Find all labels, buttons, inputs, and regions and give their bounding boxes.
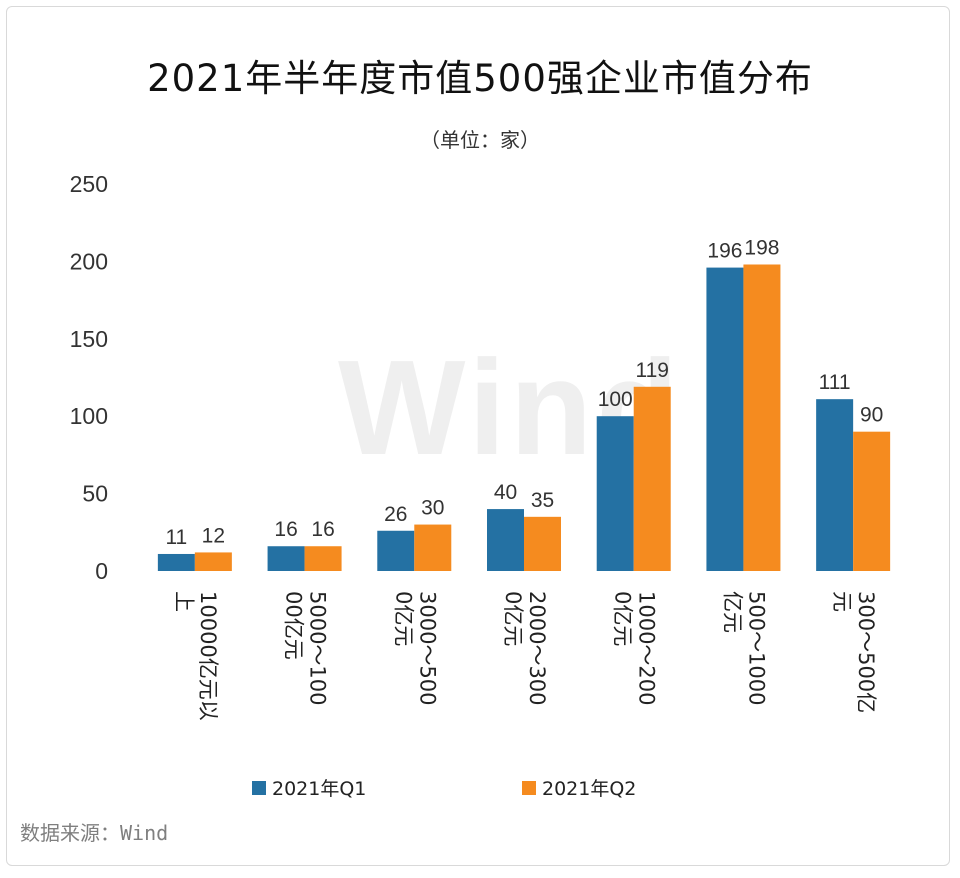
legend-label: 2021年Q1: [272, 778, 366, 800]
data-label: 11: [165, 526, 187, 549]
bar-q2: [633, 386, 671, 571]
category-label: 0亿元: [611, 591, 635, 646]
bar-q1: [377, 530, 415, 571]
category-label: 5000～100: [306, 591, 330, 706]
data-label: 30: [421, 497, 444, 520]
y-axis: 0 50 100 150 200 250: [70, 171, 108, 584]
category-label: 300～500亿: [854, 591, 878, 713]
data-label: 198: [744, 236, 779, 259]
category-label: 500～1000: [744, 591, 768, 706]
bar-q1: [706, 267, 744, 571]
y-tick-label: 100: [70, 403, 108, 429]
bar-q2: [524, 516, 561, 571]
data-label: 12: [202, 524, 225, 547]
category-label: 元: [830, 591, 854, 612]
data-label: 35: [531, 489, 554, 512]
bar-q1: [267, 546, 305, 571]
bars: [157, 264, 891, 571]
chart-subtitle: （单位：家）: [420, 128, 540, 152]
category-label: 00亿元: [282, 591, 306, 660]
legend-swatch: [252, 781, 266, 795]
source-note: 数据来源：Wind: [20, 821, 169, 845]
data-label: 90: [860, 404, 883, 427]
data-label: 40: [494, 481, 517, 504]
data-label: 16: [311, 518, 334, 541]
y-tick-label: 150: [70, 326, 108, 352]
bar-q2: [194, 552, 232, 571]
bar-q1: [157, 553, 195, 571]
data-label: 100: [598, 388, 633, 411]
category-label: 1000～200: [635, 591, 659, 706]
bar-q1: [816, 399, 854, 571]
data-label: 111: [819, 371, 851, 394]
legend-label: 2021年Q2: [542, 778, 636, 800]
data-label: 196: [707, 240, 742, 263]
legend: 2021年Q1 2021年Q2: [252, 778, 636, 800]
y-tick-label: 250: [70, 171, 108, 197]
bar-q2: [304, 546, 342, 571]
legend-swatch: [522, 781, 536, 795]
data-label: 26: [384, 503, 407, 526]
bar-q2: [743, 264, 781, 571]
chart-frame: [6, 6, 950, 866]
bar-q2: [414, 524, 452, 571]
bar-q2: [853, 431, 891, 571]
bar-q1: [487, 509, 524, 571]
category-label: 上: [172, 591, 196, 612]
chart-title: 2021年半年度市值500强企业市值分布: [147, 57, 813, 100]
category-label: 0亿元: [501, 591, 525, 646]
bar-q1: [596, 416, 634, 571]
category-label: 0亿元: [391, 591, 415, 646]
y-tick-label: 0: [95, 558, 108, 584]
category-label: 3000～500: [415, 591, 439, 706]
category-label: 10000亿元以: [196, 591, 220, 721]
data-label: 16: [274, 518, 297, 541]
category-label: 亿元: [720, 591, 744, 633]
data-label: 119: [635, 359, 668, 382]
category-label: 2000～300: [525, 591, 549, 706]
y-tick-label: 50: [82, 481, 108, 507]
y-tick-label: 200: [70, 248, 108, 274]
